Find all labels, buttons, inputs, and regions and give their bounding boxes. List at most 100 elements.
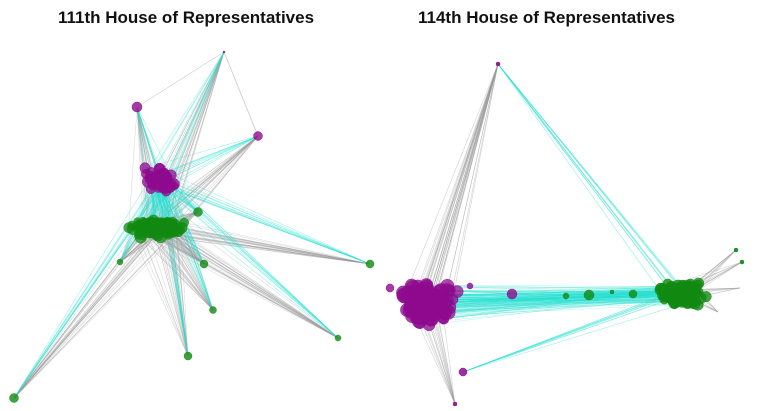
cross-party-edge	[155, 181, 371, 265]
within-party-edge	[160, 51, 225, 238]
within-party-edge	[427, 63, 499, 305]
cross-party-edge	[163, 175, 214, 311]
within-party-edge	[136, 51, 225, 108]
cross-party-edge	[431, 289, 690, 321]
within-party-edge	[184, 222, 371, 265]
within-party-edge	[158, 227, 339, 339]
within-party-edge	[427, 63, 499, 296]
cross-party-edge	[439, 291, 685, 306]
within-party-edge	[139, 51, 225, 234]
cross-party-edge	[428, 292, 689, 305]
within-party-edge	[175, 229, 339, 339]
cross-party-edge	[462, 286, 690, 373]
democrat-node	[143, 225, 153, 234]
within-party-edge	[145, 135, 259, 225]
cross-party-edge	[462, 291, 678, 373]
cross-party-edge	[431, 292, 693, 321]
within-party-edge	[175, 228, 189, 357]
within-party-edge	[416, 63, 499, 304]
within-party-edge	[136, 106, 168, 225]
cross-party-edge	[422, 297, 682, 314]
cross-party-edge	[462, 287, 690, 373]
within-party-edge	[174, 230, 371, 265]
within-party-edge	[160, 227, 339, 339]
within-party-edge	[13, 226, 163, 399]
cross-party-edge	[447, 291, 689, 313]
cross-party-edge	[462, 297, 677, 373]
cross-party-edge	[421, 292, 689, 296]
cross-party-edge	[420, 292, 691, 320]
cross-party-edge	[163, 183, 214, 311]
cross-party-edge	[416, 291, 686, 305]
within-party-edge	[417, 63, 499, 308]
cross-party-edge	[154, 175, 371, 265]
cross-party-edge	[160, 135, 259, 178]
within-party-edge	[13, 227, 159, 399]
cross-party-edge	[157, 175, 214, 311]
cross-party-edge	[425, 300, 689, 307]
within-party-edge	[446, 63, 499, 291]
within-party-edge	[157, 135, 259, 223]
cross-party-edge	[439, 298, 675, 305]
cross-party-edge	[156, 179, 189, 357]
within-party-edge	[175, 229, 189, 357]
within-party-edge	[138, 226, 214, 311]
cross-party-edge	[440, 297, 685, 303]
within-party-edge	[155, 229, 214, 311]
cross-party-edge	[136, 106, 146, 168]
within-party-edge	[172, 226, 214, 311]
within-party-edge	[156, 228, 371, 265]
within-party-edge	[152, 222, 371, 265]
cross-party-edge	[428, 287, 661, 313]
cross-party-edge	[420, 298, 673, 317]
cross-party-edge	[434, 293, 697, 313]
within-party-edge	[137, 235, 189, 357]
cross-party-edge	[163, 172, 339, 339]
cross-party-edge	[162, 135, 259, 188]
cross-party-edge	[170, 184, 214, 311]
republican-node	[396, 285, 411, 300]
cross-party-edge	[446, 289, 694, 301]
cross-party-edge	[443, 299, 678, 319]
cross-party-edge	[428, 289, 690, 296]
within-party-edge	[166, 222, 189, 357]
cross-party-edge	[13, 184, 155, 399]
cross-party-edge	[433, 287, 690, 298]
cross-party-edge	[429, 293, 695, 302]
cross-party-edge	[156, 179, 371, 265]
cross-party-edge	[497, 63, 674, 296]
democrat-node	[733, 247, 739, 253]
within-party-edge	[13, 234, 150, 399]
cross-party-edge	[497, 63, 664, 296]
cross-party-edge	[497, 63, 679, 287]
within-party-edge	[13, 224, 166, 399]
within-party-edge	[166, 232, 339, 339]
cross-party-edge	[13, 181, 149, 399]
within-party-edge	[410, 63, 499, 309]
within-party-edge	[166, 227, 189, 357]
democrat-node	[209, 306, 217, 314]
within-party-edge	[165, 135, 259, 228]
cross-party-edge	[423, 291, 700, 304]
cross-party-edge	[420, 285, 684, 307]
within-party-edge	[13, 226, 146, 399]
within-party-edge	[128, 227, 189, 357]
cross-party-edge	[425, 299, 678, 307]
within-party-edge	[157, 222, 189, 357]
cross-party-edge	[428, 289, 679, 296]
cross-party-edge	[462, 287, 694, 373]
democrat-node	[739, 259, 745, 265]
within-party-edge	[13, 226, 159, 399]
cross-party-edge	[170, 135, 259, 176]
within-party-edge	[119, 235, 156, 263]
within-party-edge	[13, 226, 140, 399]
cross-party-edge	[417, 296, 692, 303]
within-party-edge	[446, 63, 499, 291]
within-party-edge	[158, 135, 259, 231]
cross-party-edge	[425, 298, 673, 302]
cross-party-edge	[429, 295, 689, 301]
within-party-edge	[180, 230, 189, 357]
within-party-edge	[13, 222, 185, 399]
within-party-edge	[168, 233, 371, 265]
within-party-edge	[13, 228, 144, 399]
